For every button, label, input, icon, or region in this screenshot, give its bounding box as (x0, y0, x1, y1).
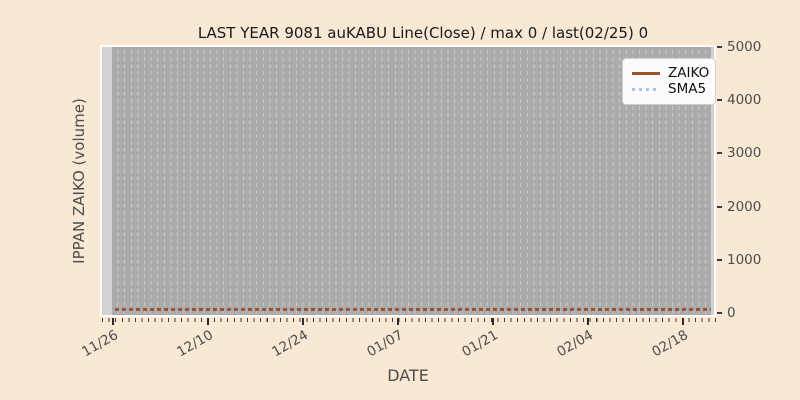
x-tick-label: 01/21 (459, 327, 501, 361)
y-tick-mark (717, 99, 722, 101)
x-tick-label: 12/10 (174, 327, 216, 361)
legend: ZAIKO SMA5 (622, 58, 716, 105)
y-tick-mark (717, 312, 722, 314)
data-span-gridlines (112, 47, 711, 315)
x-tick-label: 01/07 (364, 327, 406, 361)
y-axis-label: IPPAN ZAIKO (volume) (70, 98, 88, 264)
y-tick-label: 4000 (727, 92, 762, 108)
y-tick-label: 5000 (727, 39, 762, 55)
legend-label-sma5: SMA5 (668, 80, 707, 97)
sma5-series-line (112, 308, 711, 311)
y-tick-mark (717, 152, 722, 154)
x-tick-label: 11/26 (79, 327, 121, 361)
y-tick-label: 0 (727, 305, 736, 321)
y-tick-label: 2000 (727, 199, 762, 215)
x-major-tick (397, 318, 399, 325)
x-major-tick (302, 318, 304, 325)
legend-item-sma5: SMA5 (632, 82, 706, 98)
chart-title: LAST YEAR 9081 auKABU Line(Close) / max … (197, 24, 649, 42)
y-tick-label: 3000 (727, 145, 762, 161)
legend-label-zaiko: ZAIKO (668, 65, 710, 81)
x-major-tick (682, 318, 684, 325)
x-tick-label: 12/24 (269, 327, 311, 361)
x-tick-label: 02/18 (649, 327, 691, 361)
y-tick-mark (717, 259, 722, 261)
x-major-tick (207, 318, 209, 325)
y-tick-label: 1000 (727, 252, 762, 268)
zaiko-line-sample-icon (632, 72, 660, 76)
y-tick-mark (717, 206, 722, 208)
legend-item-zaiko: ZAIKO (632, 65, 710, 82)
x-tick-label: 02/04 (554, 327, 596, 361)
x-axis-minor-ticks (102, 318, 716, 322)
x-major-tick (492, 318, 494, 325)
x-major-tick (112, 318, 114, 325)
x-major-tick (587, 318, 589, 325)
plot-area: ZAIKO SMA5 (100, 45, 716, 317)
sma5-line-sample-icon (632, 87, 660, 91)
x-axis-label: DATE (387, 366, 429, 385)
y-tick-mark (717, 46, 722, 48)
